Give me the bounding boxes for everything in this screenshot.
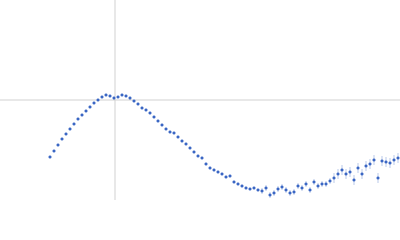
point <box>100 95 104 99</box>
point <box>212 168 216 172</box>
point <box>232 180 236 184</box>
point <box>132 99 136 103</box>
point <box>312 180 316 184</box>
point <box>240 184 244 188</box>
point <box>80 113 84 117</box>
point <box>260 189 264 193</box>
point <box>148 111 152 115</box>
point <box>248 187 252 191</box>
point <box>168 130 172 134</box>
point <box>360 172 364 176</box>
point <box>388 161 392 165</box>
point <box>376 176 380 180</box>
point <box>96 98 100 102</box>
point <box>112 96 116 100</box>
point <box>384 160 388 164</box>
point <box>76 117 80 121</box>
point <box>364 164 368 168</box>
point <box>348 170 352 174</box>
point <box>396 156 400 160</box>
point <box>300 186 304 190</box>
point <box>180 139 184 143</box>
point <box>356 166 360 170</box>
point <box>128 96 132 100</box>
point <box>220 172 224 176</box>
point <box>92 101 96 105</box>
point <box>336 172 340 176</box>
point <box>296 184 300 188</box>
page: {"chart_data": {"type": "scatter", "xlim… <box>0 0 400 200</box>
point <box>352 178 356 182</box>
point <box>392 158 396 162</box>
point <box>204 162 208 166</box>
point <box>172 131 176 135</box>
point <box>116 95 120 99</box>
chart <box>0 0 400 200</box>
point <box>288 191 292 195</box>
point <box>108 94 112 98</box>
point <box>380 159 384 163</box>
point <box>188 146 192 150</box>
point <box>256 188 260 192</box>
point <box>140 106 144 110</box>
point <box>48 155 52 159</box>
point <box>120 93 124 97</box>
point <box>340 168 344 172</box>
point <box>152 115 156 119</box>
point <box>156 119 160 123</box>
point <box>64 132 68 136</box>
point <box>144 108 148 112</box>
point <box>284 188 288 192</box>
point <box>184 142 188 146</box>
point <box>344 172 348 176</box>
point <box>88 105 92 109</box>
point <box>236 182 240 186</box>
point <box>304 182 308 186</box>
point <box>332 176 336 180</box>
point <box>368 162 372 166</box>
point <box>268 193 272 197</box>
point <box>104 93 108 97</box>
point <box>228 174 232 178</box>
point <box>176 135 180 139</box>
point <box>60 137 64 141</box>
point <box>196 154 200 158</box>
point <box>224 175 228 179</box>
point <box>136 102 140 106</box>
point <box>164 127 168 131</box>
point <box>328 179 332 183</box>
point <box>280 185 284 189</box>
point <box>68 127 72 131</box>
point <box>316 184 320 188</box>
point <box>272 191 276 195</box>
point <box>276 187 280 191</box>
point <box>124 94 128 98</box>
point <box>200 156 204 160</box>
point <box>252 186 256 190</box>
point <box>160 123 164 127</box>
point <box>192 150 196 154</box>
point <box>72 122 76 126</box>
point <box>52 149 56 153</box>
point <box>324 182 328 186</box>
point <box>216 170 220 174</box>
point <box>292 190 296 194</box>
point <box>56 143 60 147</box>
point <box>208 166 212 170</box>
point <box>372 158 376 162</box>
point <box>320 182 324 186</box>
point <box>264 186 268 190</box>
point <box>84 109 88 113</box>
point <box>244 186 248 190</box>
point <box>308 188 312 192</box>
